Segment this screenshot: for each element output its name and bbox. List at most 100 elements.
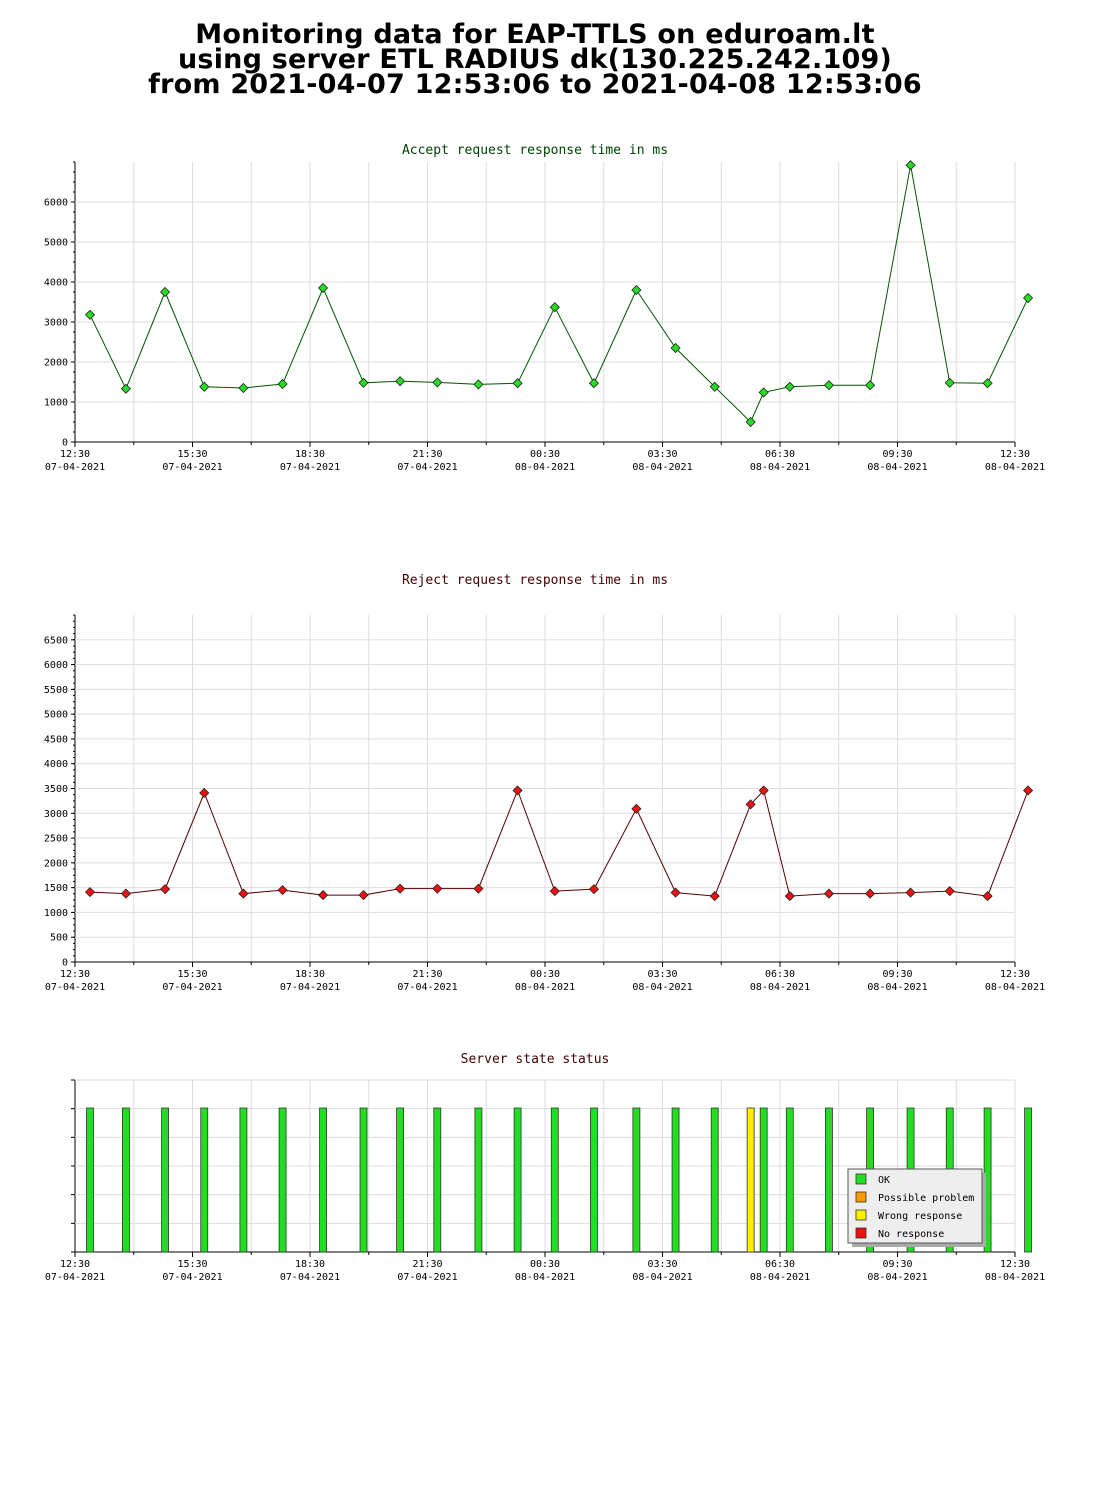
accept-data-point	[317, 282, 329, 294]
reject-data-point	[120, 888, 131, 899]
x-tick-label: 00:30	[530, 969, 560, 980]
x-tick-date-label: 07-04-2021	[162, 462, 222, 473]
x-tick-label: 21:30	[412, 1259, 442, 1270]
y-tick-label: 500	[50, 933, 68, 944]
y-tick-label: 0	[62, 438, 68, 449]
x-tick-label: 06:30	[765, 449, 795, 460]
x-tick-date-label: 07-04-2021	[397, 982, 457, 993]
status-bar	[161, 1107, 169, 1253]
status-bar	[550, 1107, 559, 1253]
x-tick-label: 06:30	[765, 969, 795, 980]
x-tick-label: 12:30	[1000, 1259, 1030, 1270]
status-bar	[200, 1107, 209, 1253]
page-title-line-2: using server ETL RADIUS dk(130.225.242.1…	[178, 44, 892, 75]
x-tick-date-label: 08-04-2021	[985, 462, 1045, 473]
reject-data-point	[395, 883, 406, 894]
x-tick-date-label: 07-04-2021	[45, 1272, 105, 1283]
accept-data-point	[358, 377, 369, 388]
accept-data-point	[905, 160, 916, 171]
reject-data-point	[512, 785, 523, 796]
status-bar	[710, 1107, 719, 1253]
reject-data-point	[588, 884, 600, 895]
reject-data-point	[199, 787, 210, 799]
reject-data-point	[631, 803, 642, 814]
x-tick-label: 09:30	[882, 449, 912, 460]
accept-series-line	[89, 165, 1029, 423]
x-tick-date-label: 08-04-2021	[867, 1272, 927, 1283]
reject-data-point	[277, 885, 288, 896]
x-tick-date-label: 08-04-2021	[632, 462, 692, 473]
page-title: Monitoring data for EAP-TTLS on eduroam.…	[0, 19, 1070, 100]
status-legend: OK Possible problem Wrong response No respo…	[847, 1168, 986, 1247]
reject-data-point	[84, 887, 96, 898]
legend-label: Wrong response	[878, 1211, 962, 1222]
x-tick-label: 00:30	[530, 1259, 560, 1270]
status-bar	[474, 1107, 483, 1253]
accept-data-point	[512, 378, 523, 389]
legend-swatch	[855, 1227, 867, 1239]
status-bar	[359, 1107, 368, 1253]
x-tick-label: 12:30	[1000, 969, 1030, 980]
accept-data-point	[1022, 292, 1034, 304]
accept-data-point	[982, 378, 993, 389]
reject-series-line	[89, 789, 1029, 897]
x-tick-label: 15:30	[177, 969, 207, 980]
reject-data-point	[432, 883, 443, 894]
reject-data-point	[670, 887, 681, 898]
y-tick-label: 2000	[44, 358, 68, 369]
x-tick-label: 21:30	[412, 449, 442, 460]
x-tick-date-label: 07-04-2021	[397, 1272, 457, 1283]
x-tick-date-label: 08-04-2021	[750, 462, 810, 473]
x-tick-date-label: 08-04-2021	[515, 1272, 575, 1283]
x-tick-label: 12:30	[60, 969, 90, 980]
legend-swatch	[855, 1209, 867, 1221]
y-tick-label: 2000	[44, 858, 68, 869]
x-tick-date-label: 08-04-2021	[515, 462, 575, 473]
y-tick-label: 1000	[44, 398, 68, 409]
legend-label: Possible problem	[878, 1193, 974, 1204]
x-tick-date-label: 07-04-2021	[162, 982, 222, 993]
reject-data-point	[905, 887, 916, 898]
x-tick-label: 18:30	[295, 969, 325, 980]
status-bar	[759, 1107, 768, 1253]
accept-data-point	[120, 383, 131, 394]
y-tick-label: 5000	[44, 238, 68, 249]
legend-swatch	[855, 1173, 867, 1185]
x-tick-date-label: 08-04-2021	[985, 982, 1045, 993]
x-tick-date-label: 08-04-2021	[632, 1272, 692, 1283]
x-tick-date-label: 07-04-2021	[162, 1272, 222, 1283]
accept-data-point	[238, 382, 249, 394]
accept-data-point	[823, 380, 835, 391]
accept-data-point	[670, 342, 681, 354]
x-tick-label: 06:30	[765, 1259, 795, 1270]
legend-box	[847, 1168, 983, 1244]
status-bar	[825, 1107, 833, 1253]
status-bar	[86, 1107, 94, 1253]
status-bar	[433, 1107, 442, 1253]
page-title-line-1: Monitoring data for EAP-TTLS on eduroam.…	[195, 19, 875, 50]
accept-data-point	[588, 378, 600, 389]
x-tick-date-label: 07-04-2021	[280, 982, 340, 993]
accept-data-point	[944, 377, 955, 388]
reject-data-point	[358, 890, 369, 901]
status-bar	[513, 1107, 522, 1253]
page-title-line-3: from 2021-04-07 12:53:06 to 2021-04-08 1…	[148, 69, 922, 100]
status-bar	[1024, 1107, 1032, 1253]
accept-data-point	[84, 309, 96, 320]
x-tick-date-label: 08-04-2021	[867, 982, 927, 993]
status-bar	[785, 1107, 794, 1253]
status-bar	[239, 1107, 248, 1253]
x-tick-date-label: 08-04-2021	[515, 982, 575, 993]
x-tick-label: 12:30	[60, 449, 90, 460]
reject-data-point	[549, 886, 560, 897]
reject-data-point	[982, 891, 993, 902]
accept-chart-title: Accept request response time in ms	[402, 143, 668, 158]
reject-data-point	[317, 890, 329, 901]
status-chart-title: Server state status	[461, 1052, 610, 1067]
legend-label: OK	[878, 1175, 890, 1186]
reject-data-point	[758, 785, 769, 796]
x-tick-label: 15:30	[177, 449, 207, 460]
reject-data-point	[944, 886, 955, 897]
y-tick-label: 0	[62, 958, 68, 969]
x-tick-date-label: 07-04-2021	[280, 462, 340, 473]
